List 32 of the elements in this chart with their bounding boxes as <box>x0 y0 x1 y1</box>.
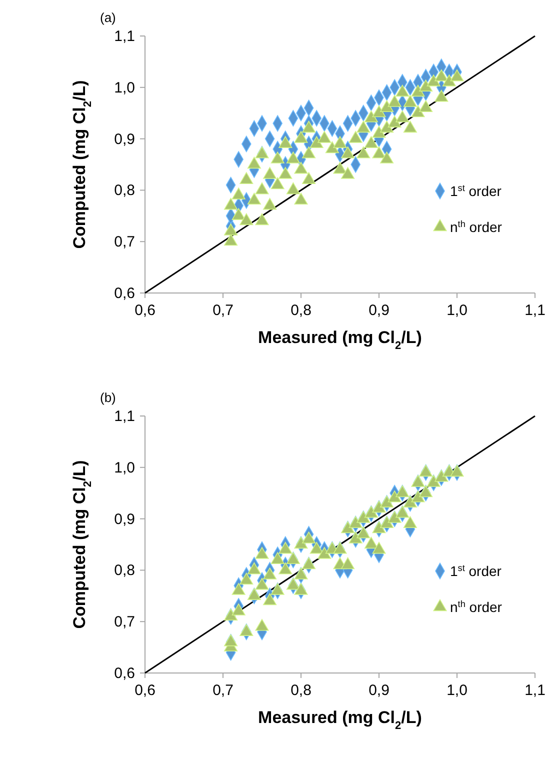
y-tick-label: 0,7 <box>114 234 135 251</box>
x-tick-label: 0,6 <box>134 682 156 699</box>
x-tick-label: 0,9 <box>368 302 390 319</box>
y-tick-label: 0,6 <box>114 665 135 682</box>
y-tick-label: 1,1 <box>114 408 135 425</box>
legend-label: 1$^{st}$ order <box>450 183 502 199</box>
y-tick-label: 1,0 <box>114 459 135 476</box>
x-axis-title: Measured (mg Cl$_{2}$/L) <box>258 708 422 732</box>
x-tick-label: 0,8 <box>290 302 312 319</box>
y-tick-label: 1,0 <box>114 79 135 96</box>
chart-title: (b) <box>100 390 116 405</box>
x-tick-label: 1,0 <box>446 302 468 319</box>
chart-title: (a) <box>100 10 116 25</box>
y-tick-label: 1,1 <box>114 28 135 45</box>
y-tick-label: 0,6 <box>114 285 135 302</box>
x-tick-label: 0,9 <box>368 682 390 699</box>
y-tick-label: 0,9 <box>114 130 135 148</box>
x-tick-label: 0,8 <box>290 682 312 699</box>
y-tick-label: 0,7 <box>114 614 135 631</box>
y-tick-label: 0,9 <box>114 510 135 528</box>
x-tick-label: 1,1 <box>524 302 546 319</box>
legend-label: n$^{th}$ order <box>450 219 502 235</box>
x-tick-label: 1,1 <box>524 682 546 699</box>
y-tick-label: 0,8 <box>114 182 135 200</box>
x-tick-label: 0,7 <box>212 302 234 319</box>
x-tick-label: 1,0 <box>446 682 468 699</box>
legend-label: n$^{th}$ order <box>450 599 502 615</box>
x-axis-title: Measured (mg Cl$_{2}$/L) <box>258 328 422 352</box>
x-tick-label: 0,6 <box>134 302 156 319</box>
y-tick-label: 0,8 <box>114 562 135 580</box>
legend-label: 1$^{st}$ order <box>450 563 502 579</box>
x-tick-label: 0,7 <box>212 682 234 699</box>
